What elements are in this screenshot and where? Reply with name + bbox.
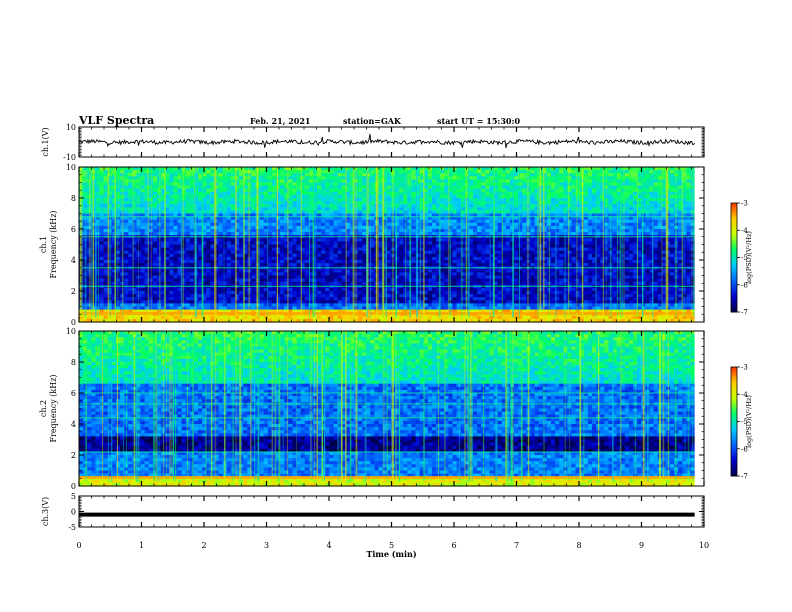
- spectrogram-ch1: [79, 167, 704, 323]
